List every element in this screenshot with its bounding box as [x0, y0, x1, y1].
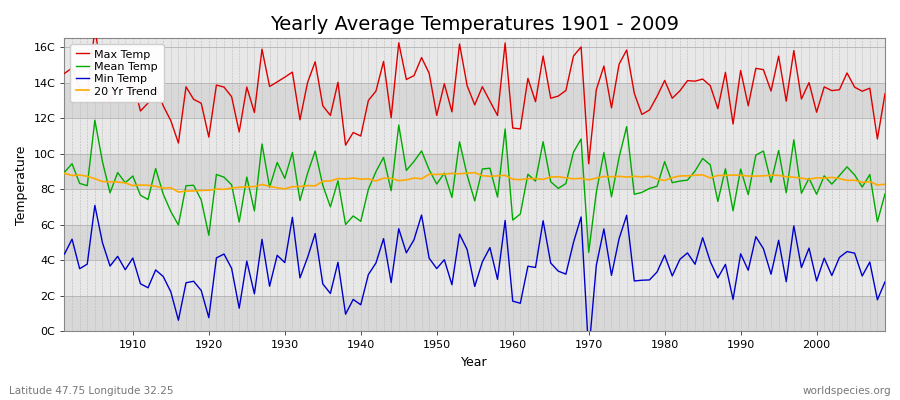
Mean Temp [614, 155, 625, 160]
20 Yr Trend [340, 176, 351, 181]
Max Temp [614, 62, 625, 66]
20 Yr Trend [173, 190, 184, 194]
20 Yr Trend [469, 170, 480, 175]
Max Temp [340, 143, 351, 148]
Line: Max Temp: Max Temp [65, 29, 885, 164]
Min Temp [614, 236, 625, 241]
Line: Mean Temp: Mean Temp [65, 120, 885, 252]
Bar [65, 225, 885, 260]
Max Temp [59, 71, 70, 76]
Bar [65, 47, 885, 83]
Bar [65, 296, 885, 332]
Y-axis label: Temperature: Temperature [15, 145, 28, 224]
X-axis label: Year: Year [462, 356, 488, 369]
Title: Yearly Average Temperatures 1901 - 2009: Yearly Average Temperatures 1901 - 2009 [270, 15, 680, 34]
Bar [65, 189, 885, 225]
20 Yr Trend [59, 171, 70, 176]
20 Yr Trend [879, 182, 890, 187]
Mean Temp [583, 250, 594, 255]
20 Yr Trend [523, 176, 534, 181]
Bar [65, 83, 885, 118]
Bar [65, 154, 885, 189]
Mean Temp [294, 198, 305, 203]
Min Temp [583, 351, 594, 356]
Max Temp [294, 117, 305, 122]
Legend: Max Temp, Mean Temp, Min Temp, 20 Yr Trend: Max Temp, Mean Temp, Min Temp, 20 Yr Tre… [70, 44, 164, 102]
20 Yr Trend [614, 174, 625, 179]
Line: 20 Yr Trend: 20 Yr Trend [65, 173, 885, 192]
Min Temp [59, 252, 70, 256]
Mean Temp [128, 174, 139, 178]
Max Temp [879, 92, 890, 96]
Text: worldspecies.org: worldspecies.org [803, 386, 891, 396]
Bar [65, 118, 885, 154]
Mean Temp [508, 218, 518, 222]
Max Temp [89, 26, 100, 31]
Max Temp [128, 78, 139, 82]
Max Temp [515, 126, 526, 131]
Min Temp [340, 312, 351, 316]
Mean Temp [879, 192, 890, 196]
Min Temp [515, 301, 526, 306]
Max Temp [583, 161, 594, 166]
Min Temp [128, 256, 139, 260]
Min Temp [508, 299, 518, 304]
Line: Min Temp: Min Temp [65, 206, 885, 353]
Text: Latitude 47.75 Longitude 32.25: Latitude 47.75 Longitude 32.25 [9, 386, 174, 396]
Mean Temp [59, 170, 70, 175]
20 Yr Trend [120, 180, 130, 185]
Mean Temp [340, 222, 351, 227]
Min Temp [879, 280, 890, 284]
Bar [65, 260, 885, 296]
20 Yr Trend [294, 184, 305, 189]
Max Temp [508, 126, 518, 130]
Min Temp [89, 203, 100, 208]
20 Yr Trend [515, 177, 526, 182]
Min Temp [294, 276, 305, 280]
Mean Temp [89, 118, 100, 123]
Mean Temp [515, 212, 526, 216]
